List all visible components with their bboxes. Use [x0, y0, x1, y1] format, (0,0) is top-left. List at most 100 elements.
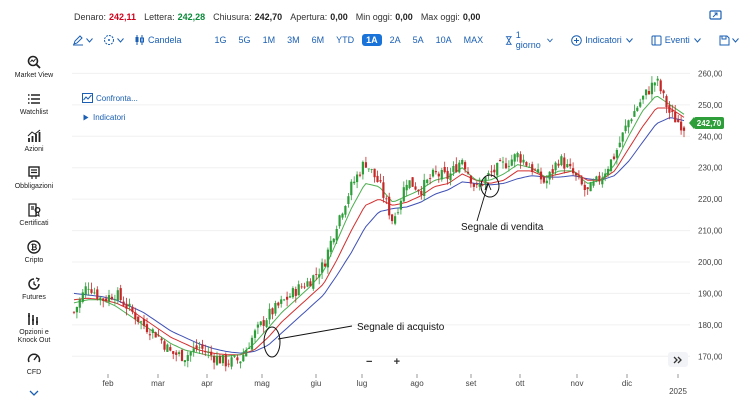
candle-body	[650, 82, 653, 95]
candle-body	[519, 154, 522, 163]
candle-body	[113, 299, 116, 301]
chart-type-select[interactable]: Candela	[134, 34, 185, 46]
sidebar-item-futures[interactable]: Futures	[0, 277, 68, 302]
range-button-1g[interactable]: 1G	[214, 35, 227, 45]
price-chart[interactable]: 260,00 250,00 240,00 230,00 220,00 210,00 200,…	[72, 56, 722, 406]
y-tick-label: 210,00	[698, 227, 722, 236]
save-menu[interactable]	[719, 35, 742, 46]
screen-share-icon[interactable]	[709, 10, 722, 21]
candle-body	[431, 169, 435, 177]
candle-body	[175, 352, 178, 355]
candle-body	[192, 348, 195, 352]
candle-body	[268, 308, 271, 320]
candle-body	[630, 119, 633, 122]
candle-body	[645, 89, 648, 96]
candle-body	[116, 290, 119, 301]
y-tick-label: 170,00	[698, 352, 722, 361]
chevron-down-icon	[625, 37, 633, 43]
candle-body	[271, 308, 274, 315]
draw-tool-button[interactable]	[72, 34, 99, 46]
sidebar-item-options[interactable]: Opzioni e Knock Out	[0, 312, 68, 345]
sidebar-item-certificates[interactable]: Certificati	[0, 203, 68, 228]
candle-body	[388, 196, 391, 216]
crosshair-tool-button[interactable]	[103, 34, 130, 46]
range-button-6m[interactable]: 6M	[311, 35, 325, 45]
candle-body	[318, 274, 321, 278]
candle-body	[242, 354, 245, 362]
candle-body	[306, 281, 309, 287]
sidebar-item-label: Opzioni e Knock Out	[17, 329, 51, 344]
candle-body	[507, 165, 510, 167]
high-label: Max oggi:	[420, 12, 460, 22]
candle-body	[230, 357, 233, 367]
candle-body	[364, 162, 367, 168]
range-button-5g[interactable]: 5G	[238, 35, 251, 45]
list-icon	[28, 94, 40, 104]
candle-body	[680, 121, 683, 131]
candle-body	[595, 176, 598, 181]
compare-link[interactable]: Confronta...	[82, 93, 138, 103]
candle-body	[102, 298, 105, 301]
sidebar-item-stocks[interactable]: Azioni	[0, 129, 68, 154]
range-button-10a[interactable]: 10A	[435, 35, 452, 45]
range-button-2a[interactable]: 2A	[389, 35, 401, 45]
plus-circle-icon	[571, 34, 583, 46]
x-tick-label: 2025	[669, 387, 687, 396]
interval-select[interactable]: 1 giorno	[505, 30, 559, 50]
candle-body	[221, 355, 224, 364]
events-menu[interactable]: Eventi	[651, 35, 707, 46]
candle-body	[522, 159, 525, 163]
range-button-3m[interactable]: 3M	[287, 35, 300, 45]
candle-body	[195, 345, 198, 349]
zoom-out-button[interactable]: −	[366, 356, 373, 368]
chart-area[interactable]: 260,00 250,00 240,00 230,00 220,00 210,00 200,…	[72, 56, 722, 406]
chevron-down-icon[interactable]	[29, 390, 39, 396]
crosshair-icon	[104, 35, 114, 45]
range-button-5a[interactable]: 5A	[412, 35, 424, 45]
candle-body	[140, 321, 143, 323]
hourglass-icon	[506, 35, 512, 45]
candle-body	[642, 95, 645, 100]
buy-signal-pointer	[277, 325, 353, 340]
sell-signal-arrowhead	[484, 181, 492, 191]
zoom-in-button[interactable]: +	[393, 356, 400, 368]
candle-body	[490, 171, 493, 173]
chevron-down-icon	[693, 37, 701, 43]
candle-body	[131, 306, 134, 312]
cfd-icon	[27, 353, 41, 363]
range-button-ytd[interactable]: YTD	[336, 35, 355, 45]
candle-body	[326, 249, 329, 268]
chart-toolbar: Candela 1G 5G 1M 3M 6M YTD 1A 2A 5A 10A MAX 1 gior…	[72, 30, 739, 50]
ask-label: Lettera:	[144, 12, 175, 22]
sidebar-item-label: Azioni	[24, 146, 44, 153]
candle-body	[90, 289, 93, 293]
candle-body	[604, 173, 607, 178]
candle-body	[207, 351, 210, 353]
range-button-max[interactable]: MAX	[463, 35, 484, 45]
candle-body	[376, 175, 379, 182]
pencil-icon	[73, 35, 83, 46]
sidebar-item-market-view[interactable]: Market View	[0, 55, 68, 80]
range-button-1m[interactable]: 1M	[262, 35, 276, 45]
candle-body	[624, 125, 627, 132]
candle-body	[621, 132, 624, 142]
candle-body	[466, 171, 470, 174]
sidebar-item-watchlist[interactable]: Watchlist	[0, 92, 68, 117]
candle-body	[183, 360, 186, 363]
candle-body	[537, 169, 540, 173]
candle-body	[353, 181, 356, 184]
indicators-toggle[interactable]: Indicatori	[83, 113, 125, 122]
sidebar-item-bonds[interactable]: Obbligazioni	[0, 166, 68, 191]
scroll-to-latest-button[interactable]	[668, 352, 688, 367]
sidebar-item-cfd[interactable]: CFD	[0, 352, 68, 377]
candle-body	[671, 110, 674, 112]
candle-body	[396, 212, 400, 214]
double-chevron-right-icon	[673, 356, 682, 363]
triangle-right-icon	[83, 114, 89, 121]
x-tick-label: mar	[151, 379, 165, 388]
candle-body	[178, 352, 181, 354]
indicators-menu[interactable]: Indicatori	[571, 34, 639, 46]
sidebar-item-crypto[interactable]: ₿ Cripto	[0, 240, 68, 265]
range-button-1a[interactable]: 1A	[362, 34, 382, 46]
candle-body	[122, 301, 125, 306]
